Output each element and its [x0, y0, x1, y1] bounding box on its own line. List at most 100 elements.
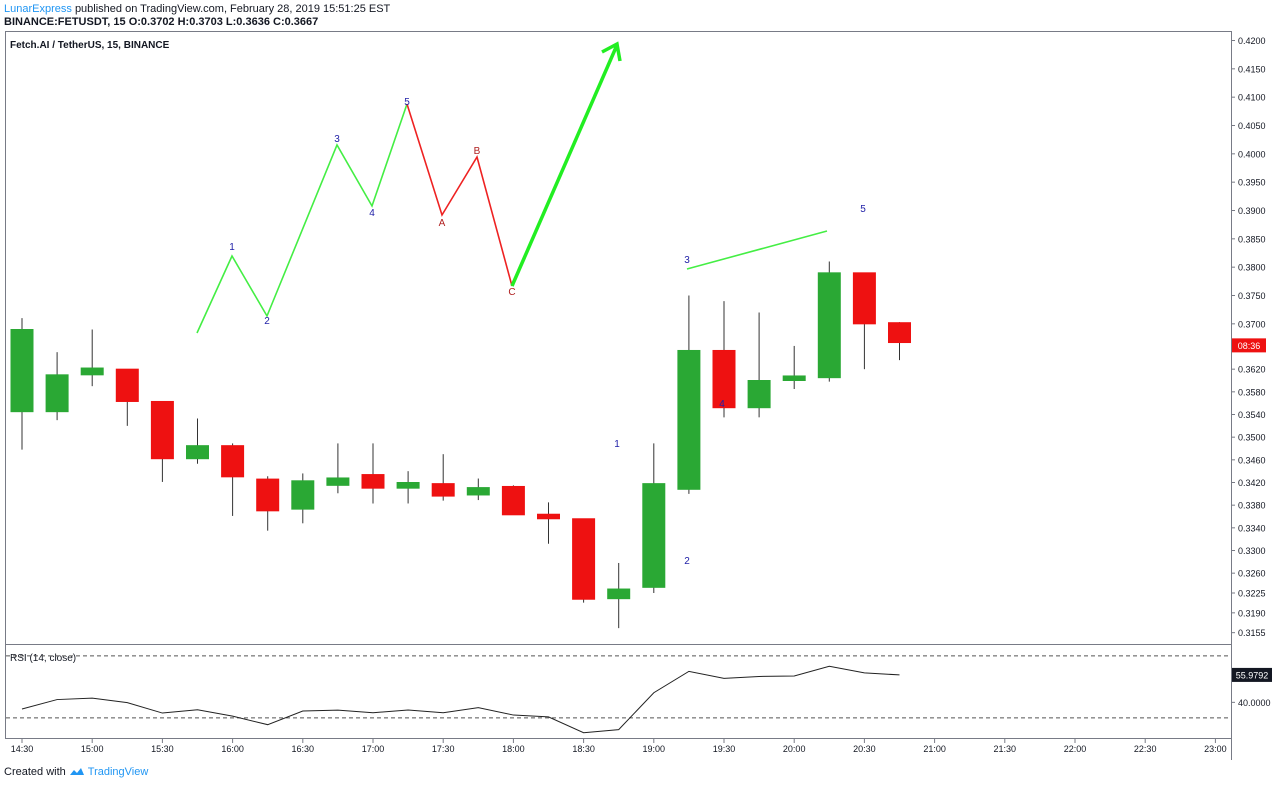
- price-countdown-badge: [1232, 338, 1266, 353]
- chart-title: Fetch.AI / TetherUS, 15, BINANCE: [10, 40, 170, 51]
- time-axis[interactable]: 14:30 15:00 15:30 16:00 16:30 17:00 17:30 18:00…: [11, 739, 1227, 754]
- author-link[interactable]: LunarExpress: [4, 3, 72, 15]
- candle-body-down: [537, 513, 560, 520]
- candle-body-down: [150, 400, 174, 460]
- symbol-ohlc-line: BINANCE:FETUSDT, 15 O:0.3702 H:0.3703 L:…: [4, 16, 318, 28]
- impulse-label-4: 4: [369, 208, 375, 219]
- time-tick-label: 23:00: [1204, 744, 1227, 754]
- price-tick-label: 0.4150: [1238, 64, 1266, 74]
- candle-body-up: [466, 487, 490, 496]
- price-tick-label: 0.3420: [1238, 478, 1266, 488]
- rsi-current-badge: [1232, 667, 1272, 682]
- price-tick-label: 0.3380: [1238, 501, 1266, 511]
- candle-body-down: [221, 445, 245, 478]
- time-tick-label: 19:00: [643, 744, 666, 754]
- time-tick-label: 16:30: [292, 744, 315, 754]
- trend-line: [686, 230, 828, 270]
- rsi-current-label: 55.9792: [1236, 670, 1269, 680]
- price-tick-label: 0.3900: [1238, 206, 1266, 216]
- impulse-label-5: 5: [404, 97, 410, 108]
- footer: Created with TradingView: [4, 766, 148, 778]
- price-tick-label: 0.3540: [1238, 410, 1266, 420]
- rsi-title: RSI (14, close): [10, 653, 76, 664]
- candle-body-down: [888, 322, 911, 344]
- price-tick-label: 0.3950: [1238, 178, 1266, 188]
- time-tick-label: 18:00: [502, 744, 525, 754]
- candle-wave-label-2: 2: [684, 556, 690, 567]
- price-tick-label: 0.4000: [1238, 149, 1266, 159]
- candle-body-up: [607, 588, 631, 600]
- projection-arrow-line: [510, 44, 619, 287]
- correction-label-c: C: [508, 287, 515, 298]
- time-tick-label: 17:00: [362, 744, 385, 754]
- projection-arrow-head: [601, 41, 622, 62]
- candle-body-up: [782, 375, 806, 382]
- time-tick-label: 22:30: [1134, 744, 1157, 754]
- candle-body-down: [852, 272, 876, 325]
- price-tick-label: 0.3460: [1238, 455, 1266, 465]
- candle-body-up: [291, 480, 315, 510]
- price-tick-label: 0.4100: [1238, 93, 1266, 103]
- price-tick-label: 0.3260: [1238, 569, 1266, 579]
- price-tick-label: 0.3750: [1238, 291, 1266, 301]
- price-tick-label: 0.3620: [1238, 365, 1266, 375]
- candle-body-up: [396, 482, 420, 489]
- candle-body-up: [80, 367, 104, 376]
- publish-info: published on TradingView.com, February 2…: [74, 3, 391, 15]
- candle-body-up: [326, 477, 350, 486]
- time-tick-label: 22:00: [1064, 744, 1087, 754]
- candle-body-down: [256, 478, 280, 512]
- candle-wave-label-3: 3: [684, 255, 690, 266]
- price-tick-label: 0.3580: [1238, 387, 1266, 397]
- price-countdown-label: 08:36: [1238, 341, 1261, 351]
- publish-line: LunarExpress published on TradingView.co…: [4, 3, 390, 15]
- impulse-label-3: 3: [334, 134, 340, 145]
- symbol-label: BINANCE:FETUSDT, 15: [4, 16, 126, 28]
- candle-body-down: [115, 368, 139, 402]
- candle-body-up: [186, 445, 209, 460]
- time-tick-label: 20:30: [853, 744, 876, 754]
- candle-body-up: [10, 329, 34, 413]
- candle-body-down: [712, 349, 736, 409]
- ohlc-values: O:0.3702 H:0.3703 L:0.3636 C:0.3667: [128, 16, 319, 28]
- impulse-label-2: 2: [264, 316, 270, 327]
- impulse-label-1: 1: [229, 242, 235, 253]
- time-tick-label: 19:30: [713, 744, 736, 754]
- candle-body-up: [642, 483, 666, 588]
- rsi-tick-label: 40.0000: [1238, 698, 1271, 708]
- price-tick-label: 0.3500: [1238, 433, 1266, 443]
- price-tick-label: 0.3340: [1238, 523, 1266, 533]
- time-tick-label: 17:30: [432, 744, 455, 754]
- rsi-line: [21, 665, 900, 734]
- time-tick-label: 18:30: [572, 744, 595, 754]
- price-axis[interactable]: 0.4200 0.4150 0.4100 0.4050 0.4000 0.3950 0.39…: [1231, 36, 1266, 638]
- candle-wave-label-4: 4: [719, 399, 725, 410]
- candle-body-down: [361, 474, 385, 489]
- rsi-line-group: [6, 655, 1231, 734]
- candle-body-up: [677, 349, 701, 490]
- candle-body-up: [45, 374, 69, 413]
- candles: [10, 261, 911, 629]
- wave-projection: [196, 41, 828, 334]
- candle-body-up: [747, 380, 771, 409]
- candle-body-down: [501, 485, 525, 516]
- created-with-text: Created with: [4, 766, 66, 778]
- tradingview-logo-icon: [69, 768, 84, 775]
- price-tick-label: 0.4050: [1238, 121, 1266, 131]
- price-tick-label: 0.3700: [1238, 319, 1266, 329]
- price-tick-label: 0.3300: [1238, 546, 1266, 556]
- candle-body-up: [817, 272, 841, 379]
- price-tick-label: 0.4200: [1238, 36, 1266, 46]
- candle-body-down: [431, 483, 455, 497]
- tradingview-link[interactable]: TradingView: [87, 766, 149, 778]
- correction-label-b: B: [474, 146, 481, 157]
- rsi-pane-border: [5, 644, 1232, 739]
- time-tick-label: 15:00: [81, 744, 104, 754]
- wave-labels: 1 2 3 4 5 A B C 1 2 3 4 5: [229, 97, 866, 567]
- price-pane-border: [5, 31, 1232, 645]
- candle-body-down: [572, 518, 596, 600]
- price-tick-label: 0.3850: [1238, 234, 1266, 244]
- impulse-wave-line: [196, 103, 408, 334]
- price-tick-label: 0.3225: [1238, 589, 1266, 599]
